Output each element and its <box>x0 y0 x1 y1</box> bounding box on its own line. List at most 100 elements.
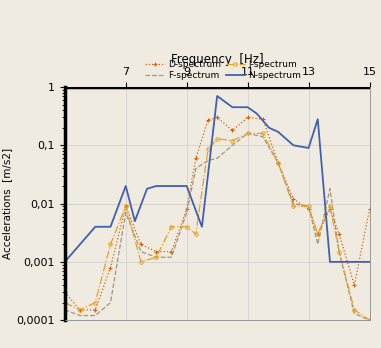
N-spectrum <box>255 111 259 116</box>
F-spectrum <box>306 204 311 208</box>
D-spectrum <box>215 116 219 120</box>
F-spectrum <box>328 187 332 191</box>
I-spectrum <box>245 131 250 135</box>
F-spectrum <box>261 135 265 139</box>
I-spectrum <box>291 204 296 208</box>
F-spectrum <box>108 301 113 305</box>
F-spectrum <box>93 314 98 318</box>
N-spectrum <box>145 187 149 191</box>
F-spectrum <box>215 156 219 160</box>
D-spectrum <box>154 250 158 254</box>
N-spectrum <box>169 184 174 188</box>
D-spectrum <box>169 250 174 254</box>
F-spectrum <box>194 166 198 171</box>
D-spectrum <box>328 207 332 211</box>
I-spectrum <box>230 139 235 143</box>
N-spectrum <box>200 225 204 229</box>
D-spectrum <box>352 283 357 287</box>
I-spectrum <box>315 232 320 236</box>
F-spectrum <box>230 143 235 148</box>
I-spectrum <box>62 301 67 305</box>
F-spectrum <box>276 161 280 165</box>
N-spectrum <box>245 105 250 109</box>
F-spectrum <box>315 242 320 246</box>
D-spectrum <box>123 204 128 208</box>
Line: I-spectrum: I-spectrum <box>63 132 371 322</box>
I-spectrum <box>139 260 143 264</box>
D-spectrum <box>291 197 296 201</box>
N-spectrum <box>306 146 311 150</box>
N-spectrum <box>291 143 296 148</box>
I-spectrum <box>367 318 372 322</box>
F-spectrum <box>206 158 210 163</box>
I-spectrum <box>169 225 174 229</box>
I-spectrum <box>184 225 189 229</box>
D-spectrum <box>245 116 250 120</box>
N-spectrum <box>315 117 320 121</box>
D-spectrum <box>108 266 113 270</box>
D-spectrum <box>367 207 372 211</box>
N-spectrum <box>367 260 372 264</box>
I-spectrum <box>328 204 332 208</box>
D-spectrum <box>93 308 98 312</box>
F-spectrum <box>291 201 296 206</box>
N-spectrum <box>328 260 332 264</box>
N-spectrum <box>337 260 341 264</box>
N-spectrum <box>230 105 235 109</box>
N-spectrum <box>123 184 128 188</box>
F-spectrum <box>62 308 67 312</box>
Y-axis label: Accelerations  [m/s2]: Accelerations [m/s2] <box>2 148 12 259</box>
D-spectrum <box>62 290 67 294</box>
Line: D-spectrum: D-spectrum <box>62 115 372 312</box>
D-spectrum <box>261 117 265 121</box>
Line: F-spectrum: F-spectrum <box>65 133 370 320</box>
F-spectrum <box>352 311 357 316</box>
I-spectrum <box>194 232 198 236</box>
N-spectrum <box>276 130 280 134</box>
N-spectrum <box>215 94 219 98</box>
I-spectrum <box>337 250 341 254</box>
F-spectrum <box>154 255 158 259</box>
N-spectrum <box>133 219 137 223</box>
D-spectrum <box>276 161 280 165</box>
D-spectrum <box>230 128 235 133</box>
N-spectrum <box>62 260 67 264</box>
F-spectrum <box>78 314 82 318</box>
D-spectrum <box>194 156 198 160</box>
I-spectrum <box>108 242 113 246</box>
F-spectrum <box>169 255 174 259</box>
F-spectrum <box>184 211 189 215</box>
N-spectrum <box>108 225 113 229</box>
D-spectrum <box>139 242 143 246</box>
N-spectrum <box>184 184 189 188</box>
I-spectrum <box>154 255 158 259</box>
D-spectrum <box>206 118 210 122</box>
I-spectrum <box>215 136 219 141</box>
N-spectrum <box>267 126 271 130</box>
I-spectrum <box>123 204 128 208</box>
D-spectrum <box>306 207 311 211</box>
I-spectrum <box>206 147 210 151</box>
I-spectrum <box>261 131 265 135</box>
I-spectrum <box>78 308 82 312</box>
I-spectrum <box>276 161 280 165</box>
F-spectrum <box>123 211 128 215</box>
N-spectrum <box>154 184 158 188</box>
N-spectrum <box>352 260 357 264</box>
Legend: D-spectrum, F-spectrum, I-spectrum, N-spectrum: D-spectrum, F-spectrum, I-spectrum, N-sp… <box>146 60 301 80</box>
F-spectrum <box>367 318 372 322</box>
N-spectrum <box>78 242 82 246</box>
F-spectrum <box>245 131 250 135</box>
I-spectrum <box>93 301 98 305</box>
N-spectrum <box>93 225 98 229</box>
X-axis label: Frequency  [Hz]: Frequency [Hz] <box>171 53 264 66</box>
D-spectrum <box>78 308 82 312</box>
F-spectrum <box>337 250 341 254</box>
I-spectrum <box>306 204 311 208</box>
I-spectrum <box>352 308 357 312</box>
D-spectrum <box>315 232 320 236</box>
Line: N-spectrum: N-spectrum <box>65 96 370 262</box>
D-spectrum <box>184 207 189 211</box>
F-spectrum <box>139 250 143 254</box>
D-spectrum <box>337 232 341 236</box>
